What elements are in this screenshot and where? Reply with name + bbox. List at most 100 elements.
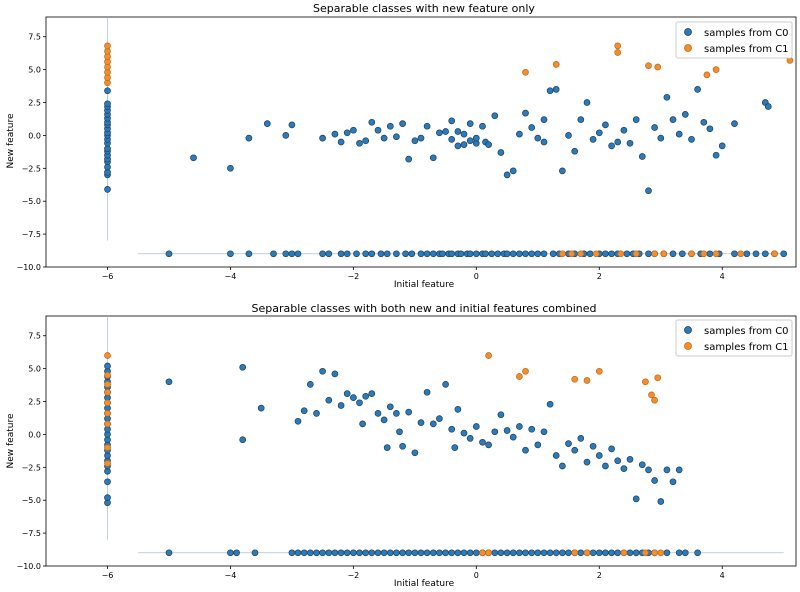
bottom-point-c0 <box>325 549 333 557</box>
top-point-c1 <box>614 49 622 56</box>
top-point-c0 <box>657 134 665 142</box>
top-point-c0 <box>509 250 517 258</box>
top-point-c0 <box>595 129 603 137</box>
top-point-c0 <box>350 126 357 134</box>
top-point-c1 <box>577 250 585 258</box>
bottom-point-c0 <box>294 417 302 425</box>
top-point-c0 <box>104 100 111 108</box>
bottom-y-tick-label: 2.5 <box>28 398 41 407</box>
top-y-tick-label: −7.5 <box>22 230 41 239</box>
top-point-c0 <box>509 167 517 175</box>
bottom-point-c0 <box>380 416 388 424</box>
bottom-point-c0 <box>331 370 339 378</box>
top-point-c0 <box>227 164 234 172</box>
bottom-point-c0 <box>657 498 665 505</box>
top-x-tick-label: −2 <box>347 272 359 281</box>
top-legend-marker-c0 <box>684 28 692 36</box>
top-point-c0 <box>706 250 714 258</box>
bottom-point-c0 <box>497 549 505 557</box>
bottom-axes-frame <box>45 315 797 567</box>
bottom-point-c0 <box>675 466 683 474</box>
top-point-c0 <box>448 117 456 125</box>
bottom-point-c0 <box>313 410 320 417</box>
bottom-point-c0 <box>608 549 615 557</box>
top-point-c0 <box>282 250 290 258</box>
bottom-point-c1 <box>651 549 658 557</box>
bottom-point-c0 <box>239 436 247 444</box>
bottom-point-c0 <box>509 549 517 557</box>
bottom-point-c1 <box>485 352 492 359</box>
top-point-c0 <box>645 187 652 195</box>
bottom-point-c0 <box>442 381 449 388</box>
top-point-c1 <box>568 250 575 258</box>
bottom-point-c1 <box>648 391 655 399</box>
bottom-point-c0 <box>343 390 351 397</box>
bottom-point-c0 <box>356 399 363 407</box>
bottom-point-c0 <box>325 396 333 404</box>
top-point-c0 <box>411 137 419 145</box>
bottom-point-c1 <box>522 367 529 375</box>
bottom-point-c0 <box>632 549 640 557</box>
top-x-axis-label: Initial feature <box>394 280 455 290</box>
bottom-point-c1 <box>104 410 111 417</box>
top-point-c0 <box>614 138 622 146</box>
bottom-point-c0 <box>300 549 308 557</box>
top-point-c0 <box>386 122 394 130</box>
top-point-c0 <box>288 250 296 258</box>
top-point-c1 <box>688 250 695 258</box>
bottom-point-c0 <box>602 549 609 557</box>
bottom-point-c0 <box>350 549 357 557</box>
bottom-point-c0 <box>577 549 585 557</box>
bottom-point-c1 <box>620 549 628 557</box>
bottom-point-c0 <box>638 461 646 469</box>
bottom-plot-area: −6 −4 −2 0 2 4 −10.0 −7.5 −5.0 −2.5 0.0 2.5 5.0 7.5 <box>16 315 797 580</box>
bottom-point-c1 <box>104 352 111 359</box>
top-point-c0 <box>565 132 572 139</box>
top-point-c0 <box>712 151 720 159</box>
top-plot-area: −6 −4 −2 0 2 4 −10.0 −7.5 −5.0 −2.5 0.0 2.5 5.0 7.5 <box>16 16 797 281</box>
bottom-point-c0 <box>306 381 314 388</box>
top-point-c0 <box>534 134 542 142</box>
top-y-tick-label: −2.5 <box>22 164 41 173</box>
bottom-x-axis-label: Initial feature <box>394 579 455 589</box>
top-point-c0 <box>331 130 339 138</box>
bottom-y-tick-label: −10.0 <box>16 562 41 571</box>
bottom-y-tick-label: −7.5 <box>22 529 41 538</box>
bottom-point-c0 <box>583 458 591 466</box>
top-point-c0 <box>374 126 382 134</box>
bottom-point-c1 <box>571 549 579 557</box>
top-point-c0 <box>528 250 536 258</box>
bottom-point-c1 <box>571 375 579 383</box>
bottom-y-tick-label: 0.0 <box>28 430 41 439</box>
bottom-point-c0 <box>337 549 345 557</box>
top-point-c1 <box>654 63 662 71</box>
top-point-c0 <box>405 155 413 163</box>
top-point-c0 <box>368 118 376 126</box>
top-point-c0 <box>165 250 173 258</box>
bottom-point-c0 <box>472 423 480 430</box>
bottom-chart: −6 −4 −2 0 2 4 −10.0 −7.5 −5.0 −2.5 0.0 2.5 5.0 7.5 S… <box>6 302 797 589</box>
bottom-point-c0 <box>651 477 658 484</box>
top-point-c0 <box>497 149 505 156</box>
bottom-point-c0 <box>411 549 419 557</box>
top-point-c0 <box>491 112 499 120</box>
top-point-c0 <box>417 250 425 258</box>
top-x-tick-label: 4 <box>720 272 725 281</box>
bottom-point-c0 <box>383 444 391 451</box>
bottom-point-c0 <box>675 549 683 557</box>
bottom-point-c0 <box>368 549 376 557</box>
top-point-c0 <box>377 250 385 258</box>
bottom-point-c0 <box>460 549 468 557</box>
bottom-point-c0 <box>448 549 456 557</box>
bottom-y-tick-label: 5.0 <box>28 365 41 374</box>
bottom-x-tick-label: −2 <box>347 571 359 580</box>
top-point-c0 <box>559 167 566 175</box>
top-point-c0 <box>380 134 388 142</box>
bottom-point-c0 <box>319 549 326 557</box>
top-point-c0 <box>571 147 579 155</box>
bottom-point-c0 <box>645 466 652 474</box>
bottom-point-c0 <box>350 394 357 401</box>
bottom-point-c0 <box>516 549 523 557</box>
top-point-c0 <box>439 250 446 258</box>
bottom-point-c0 <box>429 420 437 428</box>
